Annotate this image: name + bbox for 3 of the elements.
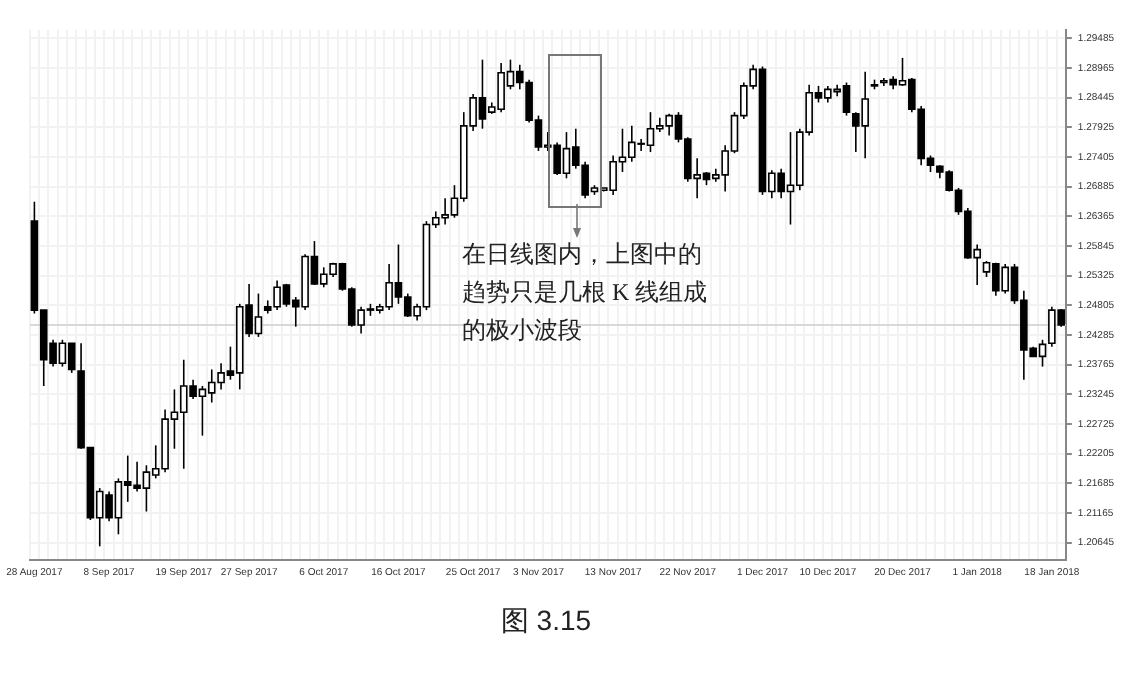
- annotation: 在日线图内，上图中的趋势只是几根 K 线组成的极小波段: [462, 238, 710, 348]
- candlestick: [67, 342, 76, 374]
- text: 图 3.15: [498, 604, 594, 640]
